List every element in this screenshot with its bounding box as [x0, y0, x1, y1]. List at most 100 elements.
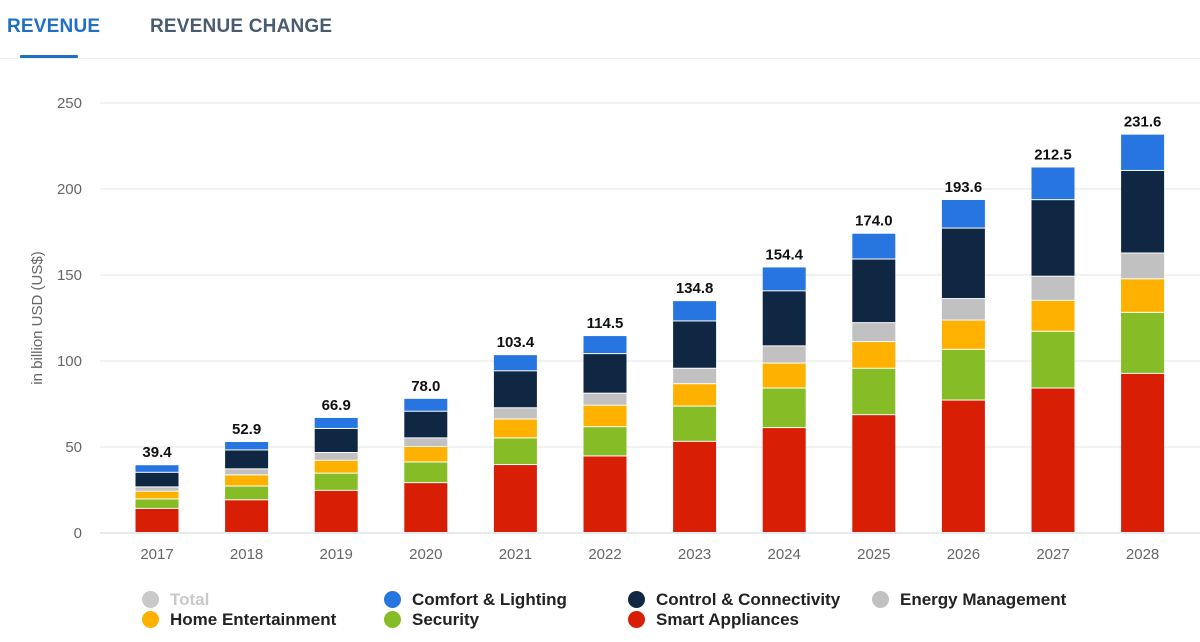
legend-marker [142, 591, 159, 608]
legend-marker [628, 611, 645, 628]
bar-segment [583, 427, 627, 456]
bar-segment [1031, 276, 1075, 300]
bar-segment [673, 368, 717, 384]
bar-segment [225, 475, 269, 486]
legend-marker [384, 591, 401, 608]
legend-label: Total [170, 590, 210, 609]
total-data-label: 114.5 [587, 315, 624, 332]
bar-segment [762, 388, 806, 428]
x-tick-label: 2026 [947, 546, 980, 563]
legend-label: Security [412, 610, 480, 629]
y-tick-label: 50 [65, 439, 82, 456]
bar-segment [941, 349, 985, 400]
bar-segment [404, 462, 448, 483]
bar-segment [583, 456, 627, 532]
x-tick-label: 2028 [1126, 546, 1159, 563]
bar-segment [941, 228, 985, 299]
bar-segment [1031, 200, 1075, 276]
tab-revenue-change[interactable]: REVENUE CHANGE [150, 16, 333, 37]
bar-segment [852, 259, 896, 323]
legend-label: Control & Connectivity [656, 590, 841, 609]
y-tick-label: 250 [57, 95, 82, 112]
stacked-bar-chart: 0 50 100 150 200 250 in billion USD (US$) 39.4 2… [29, 95, 1200, 563]
bar-segment [1121, 170, 1165, 253]
bar-segment [404, 447, 448, 462]
y-tick-label: 150 [57, 267, 82, 284]
bar-segment [314, 460, 358, 473]
bar-segment [1031, 167, 1075, 200]
bar-segment [225, 469, 269, 475]
total-data-label: 134.8 [676, 280, 714, 297]
bar-segment [1121, 279, 1165, 312]
bar-segment [135, 491, 179, 499]
legend-marker [384, 611, 401, 628]
total-data-label: 193.6 [945, 179, 983, 196]
bar-segment [673, 406, 717, 441]
bar-segment [1121, 134, 1165, 170]
bar-segment [314, 490, 358, 532]
y-tick-label: 0 [74, 525, 82, 542]
bar-segment [583, 354, 627, 393]
tab-bar: REVENUE REVENUE CHANGE [0, 0, 1200, 59]
total-data-label: 154.4 [765, 246, 803, 263]
legend-label: Comfort & Lighting [412, 590, 567, 609]
bar-segment [135, 487, 179, 491]
total-data-label: 174.0 [855, 213, 893, 230]
y-tick-label: 100 [57, 353, 82, 370]
x-tick-label: 2019 [320, 546, 353, 563]
bar-segment [852, 233, 896, 259]
total-data-label: 78.0 [411, 378, 440, 395]
x-tick-label: 2020 [409, 546, 442, 563]
bar-segment [314, 453, 358, 460]
y-axis-label: in billion USD (US$) [29, 251, 46, 384]
total-data-label: 212.5 [1034, 147, 1072, 164]
bar-segment [135, 465, 179, 472]
bar-segment [852, 323, 896, 342]
bar-segment [673, 441, 717, 532]
bar-segment [314, 428, 358, 453]
bar-segment [135, 499, 179, 508]
total-data-label: 66.9 [322, 397, 351, 414]
tab-revenue[interactable]: REVENUE [7, 16, 101, 37]
bar-segment [1121, 253, 1165, 279]
bar-segment [583, 336, 627, 354]
bar-segment [762, 267, 806, 291]
bar-segment [673, 384, 717, 406]
bar-segment [404, 483, 448, 532]
total-data-label: 103.4 [497, 334, 535, 351]
x-tick-label: 2017 [140, 546, 173, 563]
bar-segment [1031, 300, 1075, 331]
bar-segment [1121, 312, 1165, 373]
bar-segment [673, 301, 717, 321]
bar-segment [941, 200, 985, 228]
bar-segment [941, 299, 985, 320]
x-tick-label: 2018 [230, 546, 263, 563]
x-tick-label: 2024 [768, 546, 801, 563]
bar-segment [493, 465, 537, 532]
bar-segment [493, 408, 537, 419]
bar-segment [762, 291, 806, 346]
bar-segment [225, 450, 269, 469]
total-data-label: 52.9 [232, 421, 261, 438]
legend-marker [142, 611, 159, 628]
x-tick-label: 2022 [588, 546, 621, 563]
bar-segment [493, 371, 537, 408]
bar-segment [1031, 388, 1075, 532]
bar-segment [673, 321, 717, 368]
y-tick-label: 200 [57, 181, 82, 198]
total-data-label: 231.6 [1124, 114, 1162, 131]
bar-segment [583, 405, 627, 427]
legend-marker [628, 591, 645, 608]
bar-segment [135, 472, 179, 487]
bar-segment [762, 346, 806, 363]
bar-segment [225, 500, 269, 532]
bar-segment [1121, 373, 1165, 532]
bar-segment [941, 320, 985, 349]
legend-label: Home Entertainment [170, 610, 337, 629]
bar-segment [583, 393, 627, 405]
bar-segment [404, 411, 448, 438]
bar-segment [852, 368, 896, 415]
bar-segment [225, 442, 269, 450]
bar-segment [762, 363, 806, 388]
legend-label: Smart Appliances [656, 610, 799, 629]
